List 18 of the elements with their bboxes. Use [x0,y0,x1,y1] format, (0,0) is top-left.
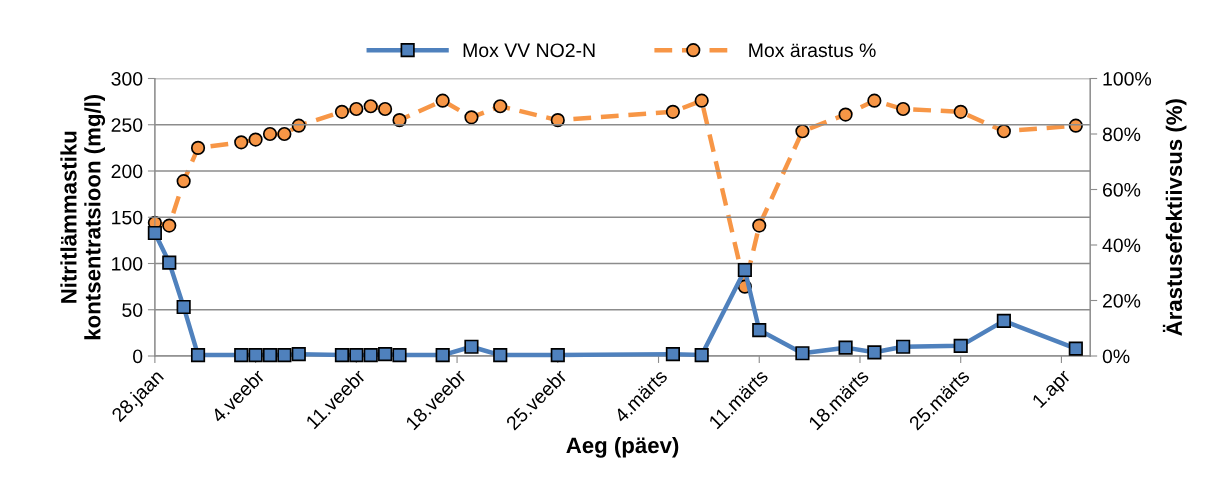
legend-label: Mox VV NO2-N [463,43,595,58]
y-axis-title: Nitritlämmastiku kontsentratsioon (mg/l) [60,94,106,340]
y2-tick-label: 40% [1102,238,1141,253]
x-axis-title: Aeg (päev) [566,436,679,458]
y-tick-label: 0 [133,349,143,364]
y-tick-label: 300 [111,71,143,86]
y2-tick-label: 60% [1103,182,1141,197]
legend-label: Mox ärastus % [749,43,876,58]
y2-axis-title: Ärastusefektiivsus (%) [1162,99,1187,336]
y2-tick-label: 80% [1102,127,1141,142]
y-tick-label: 250 [111,118,143,132]
y2-tick-label: 0% [1102,349,1130,364]
y-tick-label: 200 [111,164,143,179]
y-tick-label: 150 [112,210,143,225]
y2-tick-label: 20% [1102,293,1141,308]
y-tick-label: 100 [112,256,143,271]
y-tick-label: 50 [122,303,143,317]
y2-tick-label: 100% [1103,71,1152,86]
